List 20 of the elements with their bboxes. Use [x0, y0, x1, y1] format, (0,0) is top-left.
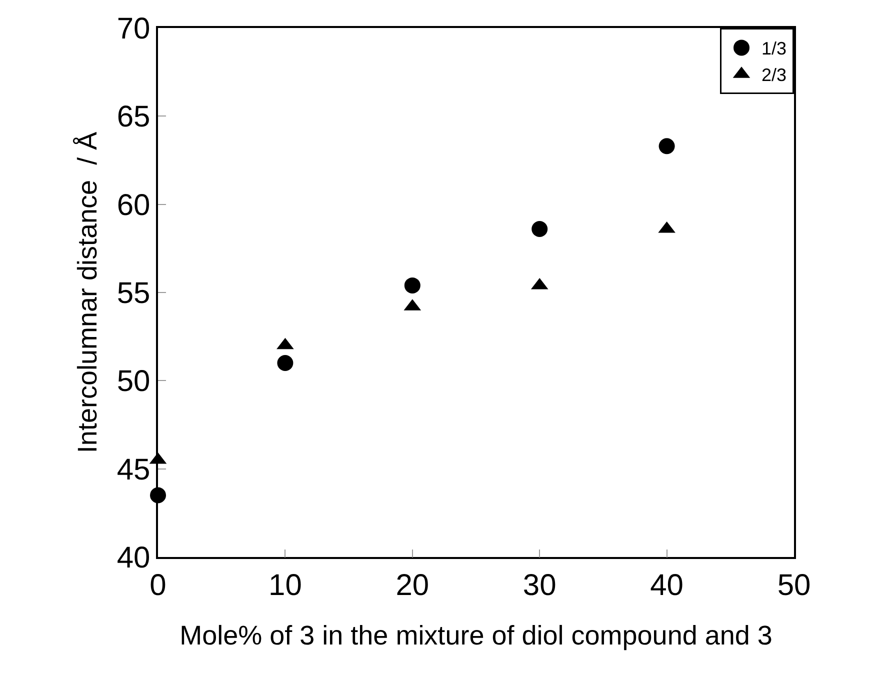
y-tick-label: 55: [116, 277, 150, 310]
y-axis-title: Intercolumnar distance / Å: [72, 132, 102, 454]
y-tick-label: 70: [116, 12, 150, 46]
x-tick-label: 20: [396, 568, 430, 602]
x-tick-label: 50: [777, 568, 811, 602]
y-tick-label: 65: [116, 100, 150, 134]
x-axis-title: Mole% of 3 in the mixture of diol compound and 3: [180, 620, 772, 651]
y-tick-label: 60: [116, 188, 150, 222]
legend-label: 2/3: [762, 65, 787, 86]
x-tick-label: 0: [150, 568, 166, 602]
x-tick-label: 40: [650, 568, 684, 602]
point: [404, 277, 420, 294]
x-tick-label: 30: [522, 568, 556, 602]
y-tick-label: 45: [116, 453, 150, 486]
point: [658, 138, 675, 154]
y-tick-label: 40: [116, 542, 150, 574]
point: [532, 221, 548, 238]
y-tick-label: 50: [116, 365, 150, 398]
x-tick-label: 10: [268, 568, 302, 602]
legend-label: 1/3: [762, 38, 787, 59]
